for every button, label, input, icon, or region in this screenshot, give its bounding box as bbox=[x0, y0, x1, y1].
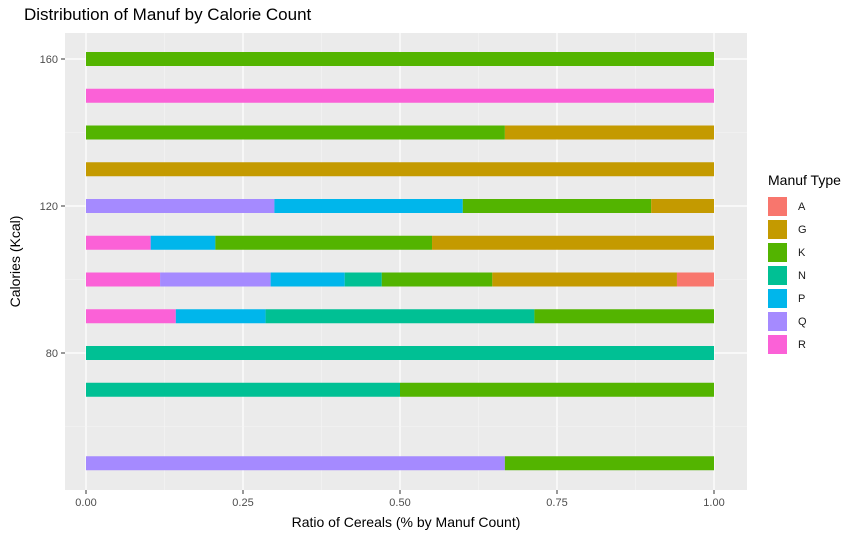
x-axis-title: Ratio of Cereals (% by Manuf Count) bbox=[292, 514, 521, 530]
x-tick-label: 0.50 bbox=[389, 497, 410, 509]
x-tick-label: 0.75 bbox=[546, 497, 567, 509]
bar-segment-90-k bbox=[534, 309, 714, 324]
legend-item-r: R bbox=[768, 333, 841, 356]
y-tick-label: 120 bbox=[40, 201, 58, 213]
legend-item-q: Q bbox=[768, 310, 841, 333]
bar-segment-100-a bbox=[676, 272, 714, 287]
legend-label: N bbox=[798, 269, 806, 282]
legend-title: Manuf Type bbox=[768, 172, 841, 188]
legend-swatch bbox=[768, 266, 787, 285]
bar-segment-50-q bbox=[86, 456, 505, 471]
bar-segment-90-n bbox=[265, 309, 535, 324]
legend-label: Q bbox=[798, 315, 807, 328]
bar-segment-80-n bbox=[86, 346, 714, 360]
bar-segment-100-g bbox=[492, 272, 677, 287]
y-tick-label: 80 bbox=[46, 348, 58, 360]
legend-item-g: G bbox=[768, 218, 841, 241]
legend-swatch bbox=[768, 312, 787, 331]
bar-segment-110-k bbox=[215, 235, 433, 250]
legend-label: K bbox=[798, 246, 806, 259]
legend-swatch bbox=[768, 243, 787, 262]
legend-item-p: P bbox=[768, 287, 841, 310]
bar-segment-140-k bbox=[86, 125, 505, 140]
legend-swatch bbox=[768, 335, 787, 354]
legend-swatch bbox=[768, 289, 787, 308]
bar-segment-120-p bbox=[274, 199, 463, 213]
y-axis-title: Calories (Kcal) bbox=[7, 216, 23, 308]
bar-segment-50-k bbox=[504, 456, 714, 471]
bar-segment-100-q bbox=[160, 272, 271, 287]
plot-panel bbox=[65, 33, 747, 490]
bar-segment-90-r bbox=[86, 309, 176, 324]
bar-segment-110-p bbox=[150, 235, 216, 250]
bar-segment-120-k bbox=[462, 199, 652, 213]
legend-label: G bbox=[798, 223, 807, 236]
legend-label: P bbox=[798, 292, 806, 305]
bar-segment-110-g bbox=[432, 235, 714, 250]
bar-segment-140-g bbox=[504, 125, 714, 140]
bar-segment-90-p bbox=[175, 309, 266, 324]
x-tick-label: 0.25 bbox=[232, 497, 253, 509]
bar-segment-70-n bbox=[86, 382, 400, 397]
chart-title: Distribution of Manuf by Calorie Count bbox=[24, 5, 312, 24]
bar-segment-100-r bbox=[86, 272, 161, 287]
bar-segment-100-n bbox=[344, 272, 382, 287]
bar-segment-100-p bbox=[270, 272, 345, 287]
bar-segment-100-k bbox=[381, 272, 493, 287]
bar-segment-130-g bbox=[86, 162, 714, 177]
y-tick-label: 160 bbox=[40, 54, 58, 66]
legend-swatch bbox=[768, 197, 787, 216]
x-tick-label: 1.00 bbox=[703, 497, 724, 509]
legend-item-k: K bbox=[768, 241, 841, 264]
legend-swatch bbox=[768, 220, 787, 239]
legend-label: A bbox=[798, 200, 806, 213]
bar-segment-120-g bbox=[651, 199, 714, 213]
legend-item-a: A bbox=[768, 195, 841, 218]
bar-segment-120-q bbox=[86, 199, 275, 213]
bar-segment-110-r bbox=[86, 235, 151, 250]
legend-label: R bbox=[798, 338, 806, 351]
x-tick-label: 0.00 bbox=[75, 497, 96, 509]
bar-segment-160-k bbox=[86, 52, 714, 66]
legend-item-n: N bbox=[768, 264, 841, 287]
bar-segment-150-r bbox=[86, 88, 714, 103]
bar-segment-70-k bbox=[400, 382, 714, 397]
